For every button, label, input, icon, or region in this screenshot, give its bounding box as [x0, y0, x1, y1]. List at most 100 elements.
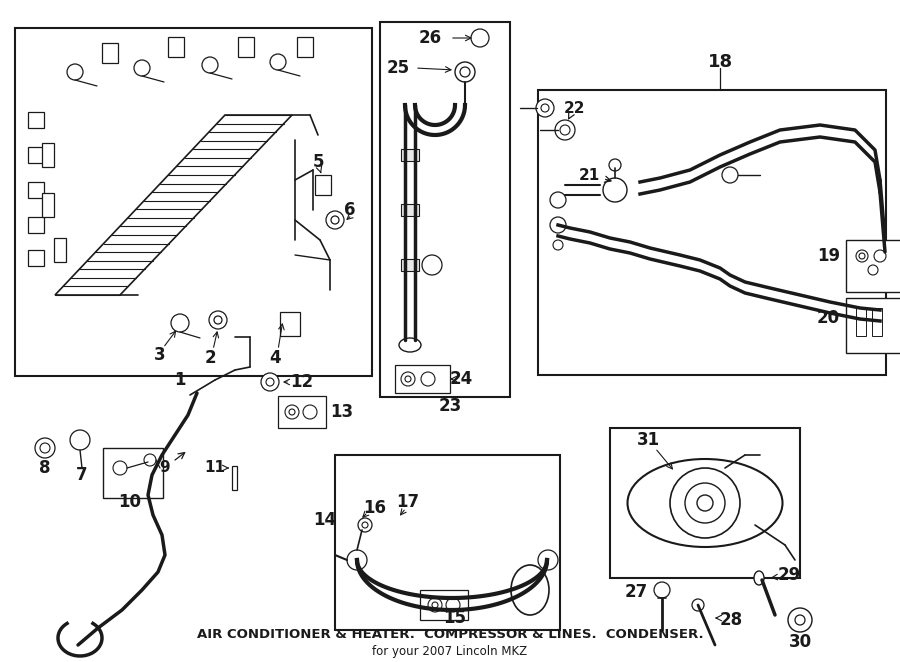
- Circle shape: [609, 159, 621, 171]
- Text: 20: 20: [817, 309, 840, 327]
- Bar: [28, 182, 44, 198]
- Circle shape: [541, 104, 549, 112]
- Text: AIR CONDITIONER & HEATER.  COMPRESSOR & LINES.  CONDENSER.: AIR CONDITIONER & HEATER. COMPRESSOR & L…: [197, 628, 703, 641]
- Text: 1: 1: [175, 371, 185, 389]
- Circle shape: [67, 64, 83, 80]
- Circle shape: [285, 405, 299, 419]
- Circle shape: [326, 211, 344, 229]
- Bar: [103, 448, 163, 498]
- Bar: [28, 147, 44, 163]
- Text: 29: 29: [778, 566, 801, 584]
- Bar: [15, 28, 372, 376]
- Text: 2: 2: [204, 349, 216, 367]
- Circle shape: [654, 582, 670, 598]
- Circle shape: [270, 54, 286, 70]
- Circle shape: [868, 265, 878, 275]
- Circle shape: [358, 518, 372, 532]
- Circle shape: [303, 405, 317, 419]
- Circle shape: [555, 120, 575, 140]
- Circle shape: [40, 443, 50, 453]
- Text: 16: 16: [364, 499, 386, 517]
- Circle shape: [553, 240, 563, 250]
- Circle shape: [401, 372, 415, 386]
- Bar: [54, 238, 66, 262]
- Text: 23: 23: [438, 397, 462, 415]
- Circle shape: [362, 522, 368, 528]
- Circle shape: [421, 372, 435, 386]
- Circle shape: [795, 615, 805, 625]
- Text: 24: 24: [450, 370, 473, 388]
- Circle shape: [214, 316, 222, 324]
- Ellipse shape: [627, 459, 782, 547]
- Circle shape: [70, 430, 90, 450]
- Bar: [420, 590, 468, 620]
- Bar: [846, 240, 900, 292]
- Text: 14: 14: [313, 511, 337, 529]
- Circle shape: [670, 468, 740, 538]
- Text: 9: 9: [159, 453, 184, 475]
- Bar: [872, 308, 882, 336]
- Circle shape: [697, 495, 713, 511]
- Circle shape: [202, 57, 218, 73]
- Text: 22: 22: [563, 101, 585, 119]
- Circle shape: [536, 99, 554, 117]
- Circle shape: [560, 125, 570, 135]
- Circle shape: [432, 602, 438, 608]
- Text: 31: 31: [636, 431, 660, 449]
- Bar: [401, 259, 419, 271]
- Bar: [278, 396, 326, 428]
- Text: 5: 5: [312, 153, 324, 171]
- Bar: [401, 149, 419, 161]
- Circle shape: [788, 608, 812, 632]
- Circle shape: [134, 60, 150, 76]
- Circle shape: [171, 314, 189, 332]
- Circle shape: [422, 255, 442, 275]
- Text: 11: 11: [204, 461, 225, 475]
- Circle shape: [538, 550, 558, 570]
- Circle shape: [550, 192, 566, 208]
- Circle shape: [460, 67, 470, 77]
- Bar: [232, 466, 237, 490]
- Text: 15: 15: [444, 609, 466, 627]
- Circle shape: [685, 483, 725, 523]
- Text: 8: 8: [40, 459, 50, 477]
- Polygon shape: [55, 115, 292, 295]
- Text: 13: 13: [330, 403, 353, 421]
- Bar: [28, 112, 44, 128]
- Circle shape: [209, 311, 227, 329]
- Bar: [846, 298, 900, 353]
- Bar: [168, 37, 184, 57]
- Text: 12: 12: [290, 373, 313, 391]
- Ellipse shape: [511, 565, 549, 615]
- Circle shape: [113, 461, 127, 475]
- Text: 21: 21: [579, 167, 611, 183]
- Bar: [297, 37, 313, 57]
- Bar: [538, 90, 886, 375]
- Circle shape: [266, 378, 274, 386]
- Circle shape: [859, 253, 865, 259]
- Ellipse shape: [754, 571, 764, 585]
- Bar: [401, 204, 419, 216]
- Bar: [380, 22, 510, 397]
- Circle shape: [874, 250, 886, 262]
- Circle shape: [331, 216, 339, 224]
- Circle shape: [692, 599, 704, 611]
- Circle shape: [289, 409, 295, 415]
- Circle shape: [455, 62, 475, 82]
- Text: 7: 7: [76, 466, 88, 484]
- Bar: [42, 193, 54, 217]
- Text: 3: 3: [154, 346, 166, 364]
- Bar: [42, 143, 54, 167]
- Bar: [28, 250, 44, 266]
- Text: 27: 27: [625, 583, 648, 601]
- Text: for your 2007 Lincoln MKZ: for your 2007 Lincoln MKZ: [373, 645, 527, 659]
- Text: 28: 28: [720, 611, 743, 629]
- Text: 26: 26: [418, 29, 442, 47]
- Bar: [102, 43, 118, 63]
- Circle shape: [603, 178, 627, 202]
- Circle shape: [35, 438, 55, 458]
- Circle shape: [144, 454, 156, 466]
- Text: 6: 6: [345, 201, 356, 219]
- Text: 10: 10: [119, 493, 141, 511]
- Text: 25: 25: [386, 59, 410, 77]
